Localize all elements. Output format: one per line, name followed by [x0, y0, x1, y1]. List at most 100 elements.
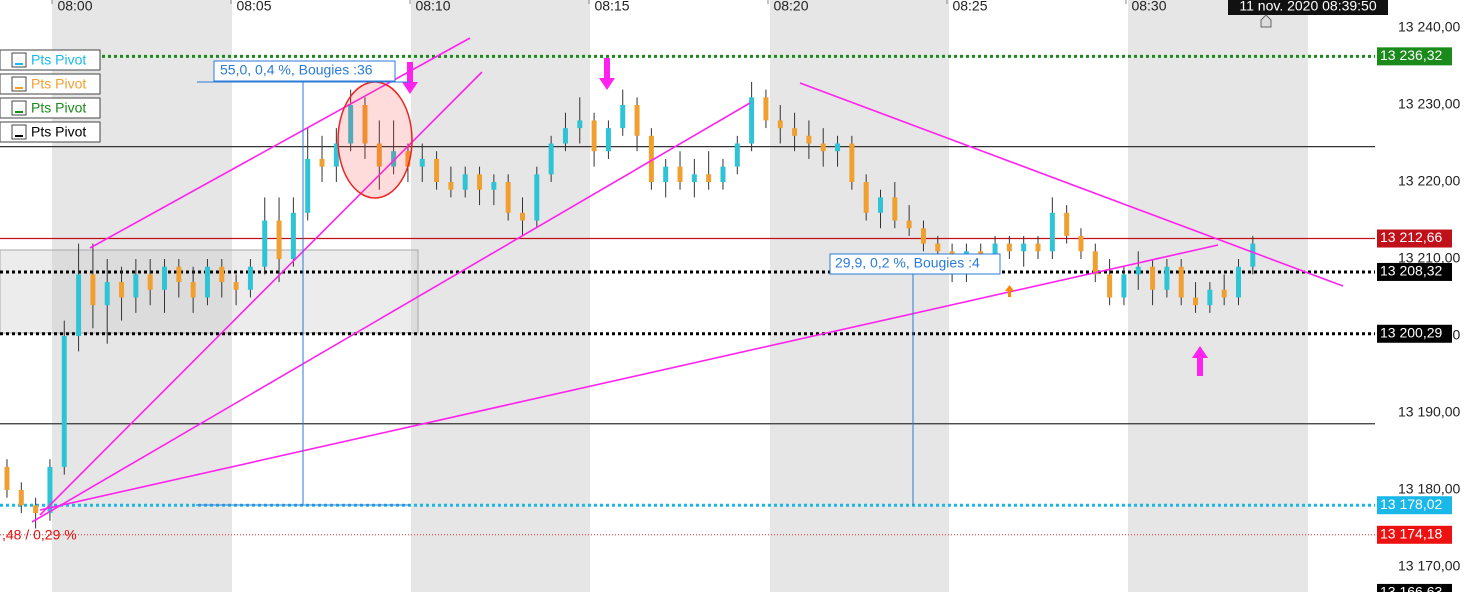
candle-body: [677, 166, 683, 183]
candle-body: [792, 128, 798, 136]
candle-body: [162, 266, 168, 290]
home-icon[interactable]: [1260, 14, 1272, 28]
candle-body: [376, 143, 382, 167]
candle-body: [190, 282, 196, 298]
candle-body: [691, 174, 697, 183]
candle-body: [577, 120, 583, 129]
candle-body: [276, 220, 282, 260]
candle-body: [90, 274, 96, 306]
candle-body: [849, 143, 855, 183]
candle-body: [491, 182, 497, 190]
candle-body: [835, 143, 841, 152]
candle-body: [1021, 243, 1027, 252]
y-tick-label: 13 230,00: [1398, 96, 1460, 112]
candle-body: [777, 120, 783, 129]
candle-body: [1092, 251, 1098, 275]
candle-body: [763, 97, 769, 121]
pct-label: ,48 / 0,29 %: [2, 527, 77, 543]
candle-body: [419, 158, 425, 167]
y-tick-label: 13 180,00: [1398, 481, 1460, 497]
candle-body: [1006, 243, 1012, 252]
candle-body: [1150, 266, 1156, 290]
candle-body: [305, 158, 311, 213]
y-tick-label: 13 220,00: [1398, 173, 1460, 189]
candle-body: [562, 128, 568, 144]
candle-body: [477, 174, 483, 190]
candle-body: [935, 243, 941, 252]
candle-body: [1164, 266, 1170, 290]
level-box: [1377, 262, 1452, 281]
legend: [0, 49, 101, 143]
candle-body: [434, 158, 440, 183]
candle-body: [176, 266, 182, 283]
candle-body: [1207, 289, 1213, 306]
candle-body: [749, 97, 755, 144]
candle-body: [877, 197, 883, 213]
candle-body: [620, 105, 626, 129]
candle-body: [104, 282, 110, 306]
legend-label: Pts Pivot: [31, 100, 86, 116]
level-box: [1377, 525, 1452, 544]
candle-body: [262, 220, 268, 267]
candle-body: [76, 274, 82, 336]
candle-body: [892, 197, 898, 221]
candle-body: [362, 105, 368, 144]
candle-body: [663, 166, 669, 183]
time-bands: [52, 0, 1308, 592]
candle-body: [1107, 274, 1113, 298]
candle-body: [906, 220, 912, 229]
candle-body: [119, 282, 125, 298]
candle-body: [133, 274, 139, 298]
candle-body: [863, 182, 869, 213]
y-tick-label: 13 240,00: [1398, 19, 1460, 35]
candle-body: [634, 105, 640, 136]
candle-body: [348, 105, 354, 144]
axis-area: [1375, 0, 1483, 592]
date-label: 11 nov. 2020 08:39:50: [1239, 0, 1376, 14]
candle-body: [720, 166, 726, 183]
level-label: 13 212,66: [1380, 229, 1442, 245]
measure-label: 29,9, 0,2 %, Bougies :4: [835, 255, 980, 271]
x-tick-label: 08:25: [952, 0, 987, 14]
candle-body: [448, 182, 454, 190]
level-label: 13 236,32: [1380, 47, 1442, 63]
legend-label: Pts Pivot: [31, 124, 86, 140]
candle-body: [462, 174, 468, 190]
candle-body: [33, 505, 39, 514]
candle-body: [47, 466, 53, 514]
candle-body: [706, 174, 712, 183]
level-box: [1377, 229, 1452, 248]
candle-body: [290, 212, 296, 260]
x-tick-label: 08:20: [773, 0, 808, 14]
level-box: [1377, 47, 1452, 66]
candle-body: [1178, 266, 1184, 298]
candle-body: [505, 182, 511, 213]
candle-body: [1193, 297, 1199, 306]
level-label: 13 178,02: [1380, 496, 1442, 512]
drawings: [31, 37, 1344, 523]
candle-body: [319, 158, 325, 167]
candle-body: [61, 335, 67, 467]
legend-label: Pts Pivot: [31, 76, 86, 92]
candle-body: [1250, 243, 1256, 267]
y-tick-label: 13 170,00: [1398, 558, 1460, 574]
candle-body: [391, 151, 397, 167]
x-tick-label: 08:10: [415, 0, 450, 14]
candle-body: [1121, 274, 1127, 298]
legend-label: Pts Pivot: [31, 52, 86, 68]
candle-body: [992, 243, 998, 260]
level-label: 13 200,29: [1380, 324, 1442, 340]
candle-body: [806, 135, 812, 144]
candle-body: [1064, 212, 1070, 236]
candle-body: [820, 143, 826, 152]
candle-body: [219, 266, 225, 283]
x-tick-label: 08:00: [57, 0, 92, 14]
candle-body: [1078, 235, 1084, 252]
x-tick-label: 08:30: [1131, 0, 1166, 14]
level-box: [1377, 324, 1452, 343]
candle-body: [405, 151, 411, 167]
y-tick-label: 13 210,00: [1398, 250, 1460, 266]
candle-body: [920, 228, 926, 244]
candle-body: [1049, 212, 1055, 252]
level-label: 13 166,63: [1380, 584, 1442, 592]
